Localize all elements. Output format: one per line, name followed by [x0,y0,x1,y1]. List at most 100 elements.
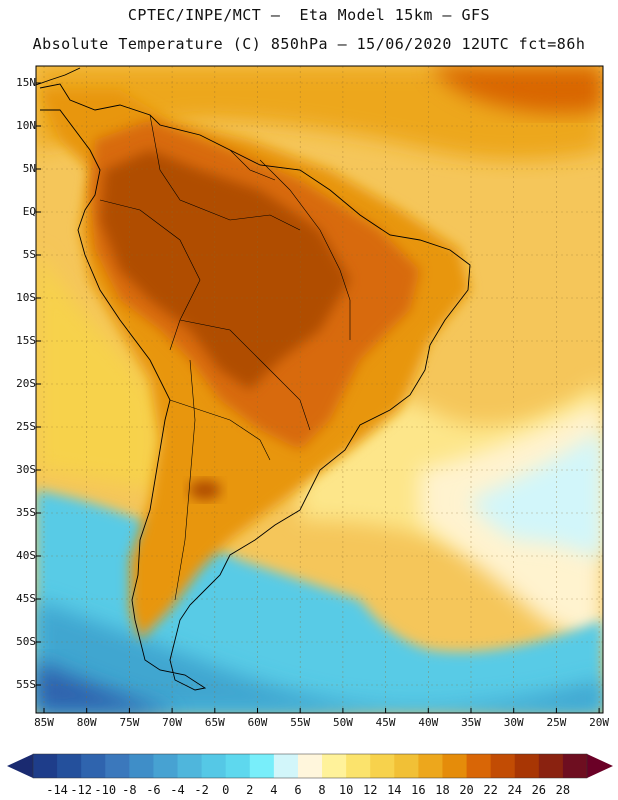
longitude-label: 45W [375,716,396,729]
colorbar-outline [32,753,588,779]
colorbar-swatch [346,754,371,778]
latitude-label: EQ [22,205,36,218]
land-hottest-region [100,150,350,390]
latitude-label: 10N [16,119,36,132]
colorbar-swatch [538,754,564,778]
latitude-label: 35S [16,506,36,519]
temperature-field [36,66,603,713]
south-america-coastline [39,83,471,691]
border-line [259,159,351,340]
border-line [179,319,311,431]
latitude-label: 45S [16,592,36,605]
title-line-1: CPTEC/INPE/MCT – Eta Model 15km – GFS [127,6,491,24]
longitude-label: 40W [418,716,439,729]
colorbar-label: 26 [531,783,547,797]
colorbar-label: -12 [70,783,93,797]
country-borders [99,114,351,601]
colorbar-swatch [394,754,419,778]
longitude-label: 80W [76,716,97,729]
colorbar-swatch [442,754,468,778]
pacific-yellow-band [36,250,160,490]
colorbar-swatch [490,754,516,778]
colorbar-label: 20 [459,783,474,797]
longitude-label: 50W [332,716,353,729]
colorbar-swatch [249,754,275,778]
colorbar-swatch [57,754,82,778]
colorbar-swatch [562,754,588,778]
colorbar-label: 24 [507,783,522,797]
colorbar-label: 8 [318,783,326,797]
latitude-label: 5N [22,162,36,175]
colorbar-swatch [225,754,251,778]
northeast-hot-band [430,66,603,114]
colorbar-label: 14 [387,783,402,797]
longitude-label: 35W [461,716,481,729]
latitude-label: 15S [16,334,36,347]
latitude-label: 5S [22,248,36,261]
axis-ticks [36,82,600,713]
atlantic-light-blue [470,430,603,560]
colorbar-label: 16 [411,783,426,797]
colorbar-high-arrow [587,754,613,778]
latitude-label: 20S [16,377,36,390]
central-america-coastline [36,67,81,86]
colorbar-swatch [33,754,58,778]
border-line [149,114,301,231]
latitude-label: 55S [16,678,36,691]
colorbar-label: -2 [194,783,209,797]
coastlines [36,67,471,691]
colorbar-label: 18 [435,783,450,797]
longitude-label: 70W [162,716,183,729]
colorbar-label: 4 [270,783,278,797]
latitude-label: 25S [16,420,36,433]
colorbar-swatch [466,754,492,778]
colorbar-swatch [201,754,227,778]
colorbar-label: 10 [338,783,354,797]
colorbar-swatch [297,754,323,778]
colorbar-swatch [177,754,203,778]
latitude-label: 10S [16,291,36,304]
colorbar-swatch [418,754,443,778]
colorbar-label: -8 [122,783,137,797]
colorbar-swatch [129,754,154,778]
colorbar-swatch [322,754,347,778]
colorbar-label: 6 [294,783,302,797]
colorbar-label: -10 [94,783,117,797]
colorbar-swatch [370,754,395,778]
longitude-label: 25W [546,716,567,729]
latitude-label: 40S [16,549,36,562]
latitude-label: 50S [16,635,36,648]
longitude-label: 30W [503,716,524,729]
border-line [229,149,276,181]
colorbar-swatch [514,754,540,778]
colorbar-label: -6 [146,783,161,797]
latitude-label: 30S [16,463,36,476]
longitude-label: 85W [34,716,54,729]
longitude-label: 65W [204,716,225,729]
southern-coldest-band [36,660,180,713]
colorbar-low-arrow [7,754,33,778]
colorbar-label: -14 [46,783,68,797]
latitude-label: 15N [16,76,36,89]
longitude-label: 55W [290,716,311,729]
border-line [99,199,201,351]
border-line [174,359,196,601]
longitude-label: 60W [247,716,268,729]
colorbar-label: 2 [246,783,254,797]
colorbar-label: 28 [555,783,571,797]
colorbar-swatch [105,754,130,778]
colorbar [7,753,613,779]
colorbar-label: 0 [222,783,230,797]
plot-frame [35,65,604,714]
border-line [169,399,271,461]
colorbar-swatch [81,754,106,778]
colorbar-label: 12 [362,783,378,797]
colorbar-swatch [153,754,179,778]
colorbar-label: 22 [483,783,498,797]
title-line-2: Absolute Temperature (C) 850hPa – 15/06/… [32,35,586,53]
colorbar-label: -4 [170,783,185,797]
colorbar-swatch [273,754,299,778]
longitude-label: 75W [119,716,140,729]
argentina-warm-spot [189,480,221,500]
